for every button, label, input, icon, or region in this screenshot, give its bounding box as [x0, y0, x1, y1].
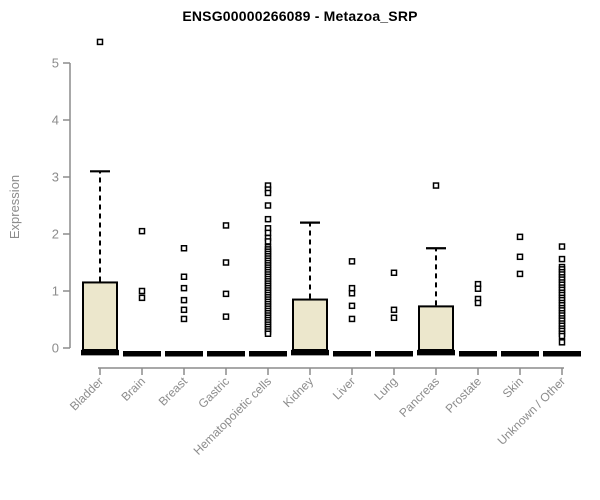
outlier-point [96, 38, 104, 46]
outlier-point [264, 215, 272, 223]
y-tick-label: 3 [52, 170, 59, 185]
median-bar [123, 351, 161, 357]
outlier-point [348, 258, 356, 265]
median-bar [207, 351, 245, 357]
outlier-point [348, 284, 356, 292]
x-category-label: Hematopoietic cells [191, 374, 274, 457]
median-bar [291, 349, 329, 356]
median-bar [81, 349, 119, 356]
outlier-point [474, 285, 482, 292]
outlier-point [474, 299, 482, 307]
outlier-point [390, 269, 398, 277]
outlier-point [348, 302, 356, 310]
median-bar [333, 351, 371, 357]
x-category-label: Kidney [280, 374, 316, 410]
median-bar [543, 351, 581, 357]
outlier-point [138, 294, 146, 302]
outlier-point [180, 273, 188, 280]
x-category-label: Lung [371, 374, 400, 403]
outlier-point [558, 255, 566, 263]
y-axis-title: Expression [7, 174, 22, 240]
outlier-point [138, 227, 146, 235]
x-category-label: Breast [156, 374, 191, 409]
x-category-label: Pancreas [396, 374, 442, 420]
chart-title: ENSG00000266089 - Metazoa_SRP [182, 8, 418, 24]
outlier-point [432, 182, 440, 189]
outlier-point [390, 306, 398, 314]
median-bar [375, 351, 413, 357]
outlier-point [180, 296, 188, 304]
x-category-label: Gastric [195, 374, 232, 411]
outlier-point [138, 287, 146, 295]
outlier-point [264, 238, 272, 245]
box [418, 305, 454, 352]
outlier-point [516, 233, 524, 241]
x-category-label: Liver [330, 374, 358, 402]
y-tick-label: 1 [52, 284, 59, 299]
y-tick-label: 0 [52, 341, 59, 356]
outlier-point [180, 245, 188, 252]
y-tick-label: 2 [52, 227, 59, 242]
outlier-point [222, 222, 230, 229]
outlier-point [390, 314, 398, 322]
x-category-label: Brain [118, 374, 148, 404]
outlier-point [264, 229, 272, 237]
outlier-point [222, 259, 230, 266]
y-tick-label: 4 [52, 113, 59, 128]
median-bar [165, 351, 203, 357]
y-tick-label: 5 [52, 56, 59, 71]
median-bar [249, 351, 287, 357]
outlier-point [180, 306, 188, 314]
outlier-point [264, 202, 272, 209]
outlier-point [516, 270, 524, 278]
outlier-point [558, 243, 566, 250]
x-category-label: Skin [500, 374, 526, 400]
outlier-point [222, 313, 230, 320]
median-bar [417, 349, 455, 356]
box [292, 298, 328, 351]
outlier-point [558, 339, 566, 346]
outlier-point [348, 290, 356, 297]
outlier-point [348, 315, 356, 323]
x-category-label: Bladder [67, 374, 106, 413]
median-bar [459, 351, 497, 357]
outlier-point [558, 332, 566, 340]
outlier-point [222, 290, 230, 298]
outlier-point [180, 284, 188, 292]
median-bar [501, 351, 539, 357]
outlier-point [264, 330, 272, 337]
outlier-point [180, 315, 188, 323]
outlier-point [516, 253, 524, 261]
box [82, 281, 118, 352]
outlier-point [264, 189, 272, 197]
x-category-label: Prostate [443, 374, 485, 416]
